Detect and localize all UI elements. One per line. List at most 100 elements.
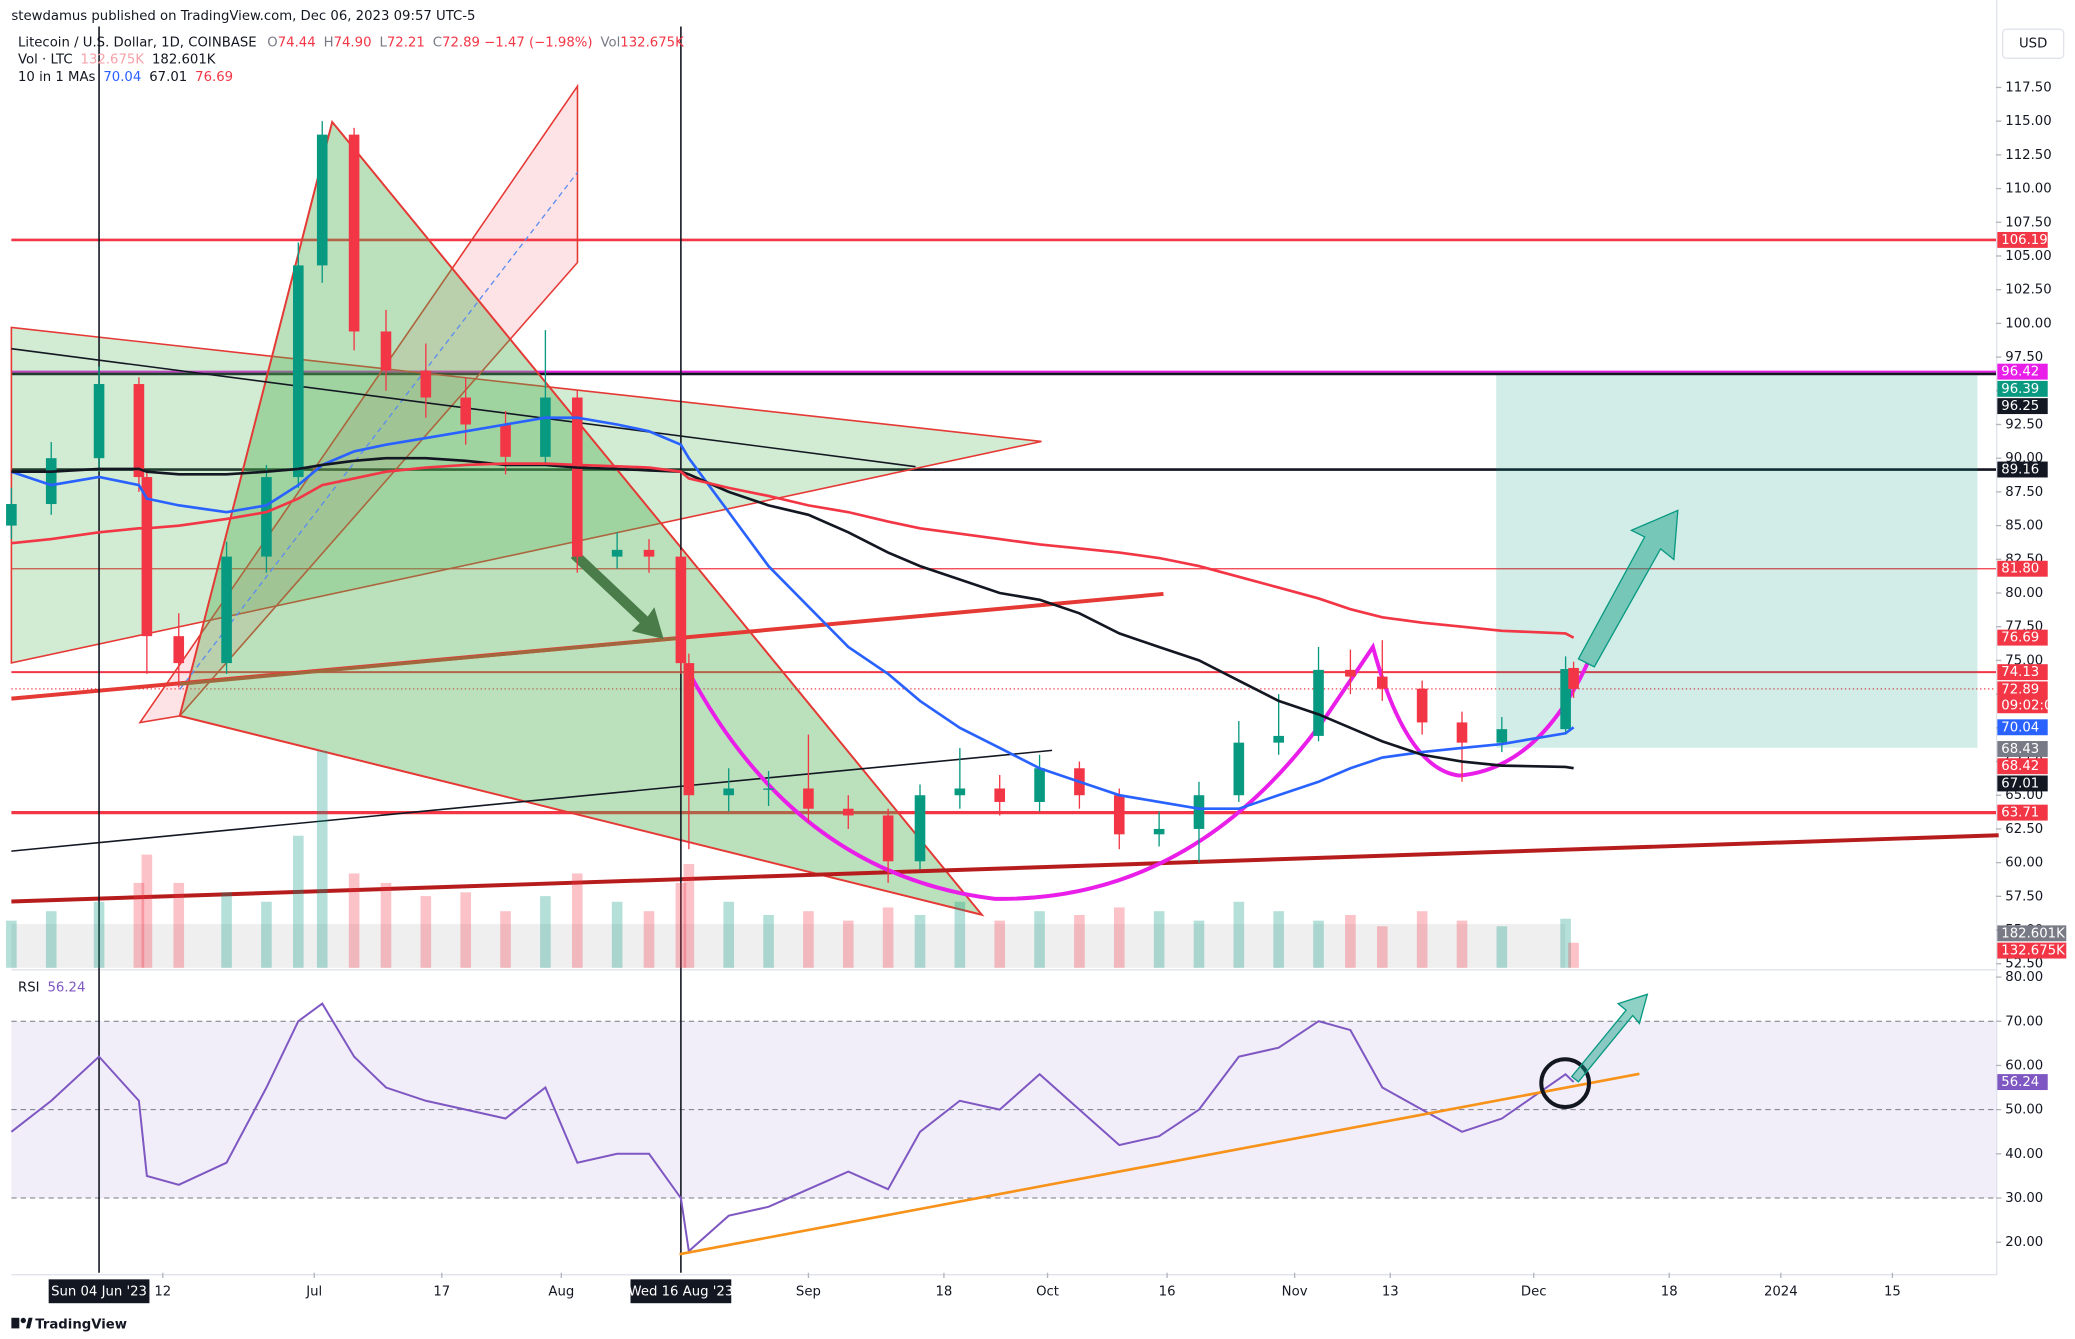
channel <box>138 83 579 724</box>
price-tag-label: 89.16 <box>2001 463 2039 478</box>
volume-bar <box>1345 914 1356 968</box>
candle-body <box>293 265 304 478</box>
x-tick-label: Jul <box>305 1284 322 1299</box>
legend-row: Litecoin / U.S. Dollar, 1D, COINBASE O74.… <box>18 35 684 50</box>
candle-body <box>1560 669 1571 730</box>
volume-bar <box>141 854 153 968</box>
price-tag-label: 67.01 <box>2001 776 2039 791</box>
legend-key: O <box>267 35 277 50</box>
price-tag-label: 96.42 <box>2001 365 2039 380</box>
publisher: stewdamus published on TradingView.com, … <box>11 9 475 24</box>
price-tag-label: 96.25 <box>2001 399 2039 414</box>
x-tick-label: Oct <box>1036 1284 1059 1299</box>
marks <box>6 26 1579 1273</box>
volume-bar <box>611 901 623 968</box>
volume-bar <box>683 864 695 968</box>
candle-body <box>133 384 145 478</box>
volume-bar <box>763 914 774 968</box>
candle-body <box>316 134 328 266</box>
price-tag <box>1997 380 2048 397</box>
ma-value: 76.69 <box>195 70 233 85</box>
volume-bar <box>571 873 583 968</box>
legend-key: H <box>324 35 334 50</box>
volume-title: Vol · LTC <box>18 53 73 68</box>
candle-body <box>420 370 432 398</box>
price-tag <box>1997 560 2048 577</box>
legend-value: 132.675K <box>620 35 684 50</box>
currency[interactable]: USD <box>2019 37 2047 52</box>
candle-body <box>643 549 655 557</box>
volume-bar <box>1153 911 1165 968</box>
y-tick-label: 102.50 <box>2005 283 2051 298</box>
volume-bar <box>675 882 687 968</box>
volume-bar <box>994 920 1006 968</box>
candle-body <box>675 556 687 664</box>
candle-body <box>1416 688 1428 723</box>
volume-bar <box>1568 942 1579 968</box>
candle-body <box>93 384 105 459</box>
y-tick-label: 92.50 <box>2005 417 2043 432</box>
legend-value: 72.21 <box>387 35 425 50</box>
volume-bar <box>1560 918 1571 968</box>
rsi-value: 56.24 <box>47 981 85 996</box>
candle-body <box>1345 669 1356 677</box>
rsi-tick-label: 50.00 <box>2005 1103 2043 1118</box>
logo <box>11 1317 33 1329</box>
x-tick-label: 18 <box>1661 1284 1678 1299</box>
candle-body <box>1233 742 1245 796</box>
candle-body <box>611 549 623 557</box>
rsi-tag <box>1997 1074 2048 1091</box>
candle-body <box>683 663 695 796</box>
volume-bar <box>803 911 814 968</box>
candle-body <box>540 397 551 457</box>
cup-curve <box>685 642 1590 901</box>
candle-body <box>1313 669 1324 736</box>
y-tick-label: 87.50 <box>2005 485 2043 500</box>
candle-body <box>1193 795 1205 829</box>
price-tag <box>1997 363 2048 380</box>
volume-bar <box>1113 907 1125 968</box>
volume-bar <box>261 901 272 968</box>
candle-body <box>221 556 232 664</box>
symbol: Litecoin / U.S. Dollar, 1D, COINBASE <box>18 35 257 50</box>
candle-body <box>1153 828 1165 835</box>
price-tag-label: 68.43 <box>2001 742 2039 757</box>
volume-bar <box>1233 901 1245 968</box>
price-tag-label: 76.69 <box>2001 631 2039 646</box>
x-tick-label: Sep <box>796 1284 821 1299</box>
price-tag <box>1997 804 2048 821</box>
candle-body <box>914 795 926 862</box>
ma-title: 10 in 1 MAs <box>18 70 96 85</box>
rsi-tick-label: 30.00 <box>2005 1191 2043 1206</box>
volume-bar <box>1313 920 1324 968</box>
rsi-tick-label: 70.00 <box>2005 1014 2043 1029</box>
volume-bar <box>348 873 360 968</box>
y-tick-label: 112.50 <box>2005 148 2051 163</box>
axis-layer: 52.5055.0057.5060.0062.5065.0067.5070.00… <box>48 80 2067 1304</box>
currency-button[interactable] <box>2001 28 2065 59</box>
ma-value: 70.04 <box>103 70 141 85</box>
trend-line <box>179 636 684 686</box>
x-tick-label: 12 <box>154 1284 171 1299</box>
volume-bar <box>1456 920 1468 968</box>
y-tick-label: 65.00 <box>2005 788 2043 803</box>
price-tag <box>1997 629 2048 646</box>
volume-area <box>11 924 1566 968</box>
y-tick-label: 100.00 <box>2005 316 2051 331</box>
volume-tag-label: 182.601K <box>2001 926 2065 941</box>
rsi-trend-line <box>679 1072 1640 1256</box>
y-tick-label: 62.50 <box>2005 822 2043 837</box>
volume-bar <box>1496 926 1508 968</box>
brand: TradingView <box>35 1317 127 1332</box>
trend-line <box>11 833 1999 904</box>
volume-bar <box>1074 914 1085 968</box>
legend-row: RSI 56.24 <box>18 981 85 996</box>
candle-body <box>842 808 854 816</box>
x-tick-label: 15 <box>1884 1284 1901 1299</box>
candle-body <box>571 397 583 557</box>
y-tick-label: 105.00 <box>2005 249 2051 264</box>
arrow <box>1577 509 1679 668</box>
panes <box>11 0 1998 1276</box>
volume-bar <box>45 911 57 968</box>
